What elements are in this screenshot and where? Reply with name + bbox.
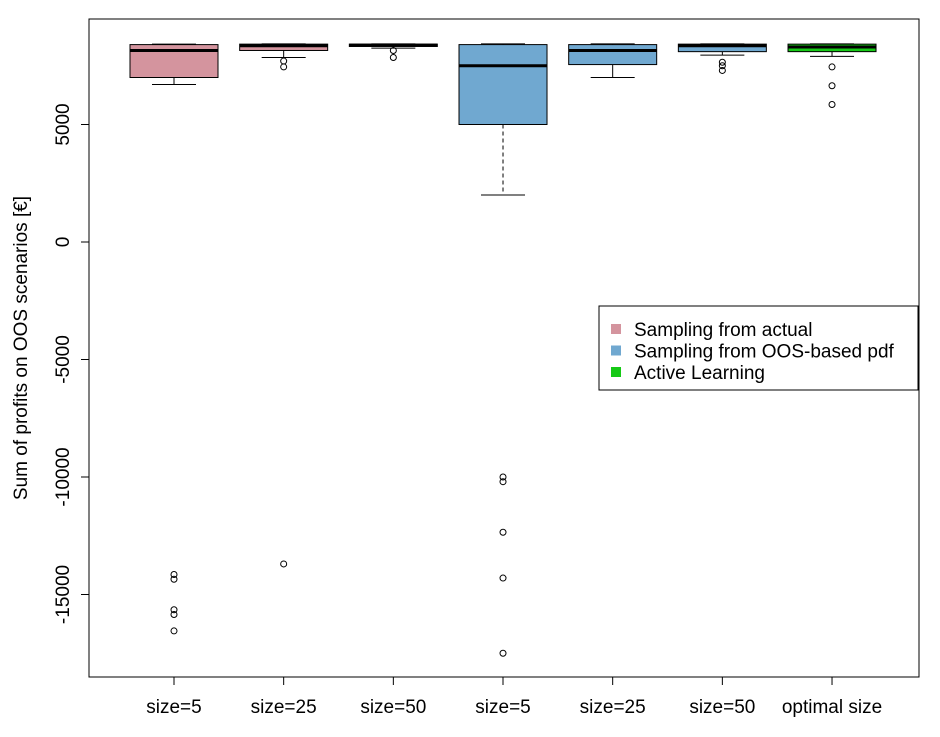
box-2: [239, 43, 329, 568]
legend-swatch: [611, 324, 621, 334]
x-tick-label: size=50: [689, 697, 755, 718]
x-tick-label: size=25: [580, 697, 646, 718]
x-tick-label: size=5: [475, 697, 530, 718]
x-tick-label: size=5: [146, 697, 201, 718]
outlier-point: [280, 63, 288, 71]
y-tick-label: 0: [53, 237, 74, 248]
box-body: [677, 43, 767, 53]
x-tick-label: size=25: [251, 697, 317, 718]
outlier-point: [718, 58, 726, 66]
outlier-point: [499, 478, 507, 486]
outlier-point: [828, 82, 836, 90]
box-body: [568, 44, 658, 66]
x-axis: size=5 size=25 size=50 size=5 size=25 size=50…: [146, 676, 882, 718]
box-body: [239, 43, 329, 51]
outlier-point: [170, 627, 178, 635]
x-tick-label: optimal size: [782, 697, 882, 718]
box-1: [129, 43, 219, 635]
outlier-point: [170, 571, 178, 579]
y-axis-label: Sum of profits on OOS scenarios [€]: [11, 196, 32, 500]
outlier-point: [170, 575, 178, 583]
box-7: [787, 43, 877, 109]
y-tick-label: -10000: [53, 447, 74, 506]
legend-label: Sampling from OOS-based pdf: [634, 342, 895, 363]
y-tick-label: 5000: [53, 103, 74, 145]
outlier-point: [499, 574, 507, 582]
outlier-point: [280, 57, 288, 65]
outlier-point: [170, 606, 178, 614]
y-tick-label: -5000: [53, 335, 74, 384]
box-6: [677, 43, 767, 74]
outlier-point: [499, 528, 507, 536]
outlier-point: [828, 63, 836, 71]
outlier-point: [170, 610, 178, 618]
legend-label: Sampling from actual: [634, 320, 812, 341]
outlier-point: [389, 54, 397, 62]
box-5: [568, 43, 658, 78]
boxes-group: [129, 43, 877, 657]
outlier-point: [499, 473, 507, 481]
box-4: [458, 43, 548, 657]
outlier-point: [718, 66, 726, 74]
outlier-point: [280, 560, 288, 568]
outlier-point: [828, 101, 836, 109]
outlier-point: [389, 46, 397, 54]
legend-label: Active Learning: [634, 363, 765, 384]
legend-swatch: [611, 345, 621, 356]
box-body: [458, 44, 548, 125]
legend-frame: [598, 305, 919, 391]
outlier-point: [499, 649, 507, 657]
y-axis: -15000 -10000 -5000 0 5000: [53, 103, 90, 624]
outlier-point: [718, 62, 726, 70]
y-tick-label: -15000: [53, 565, 74, 624]
x-tick-label: size=50: [360, 697, 426, 718]
legend-swatch: [611, 367, 621, 377]
box-3: [348, 43, 438, 62]
